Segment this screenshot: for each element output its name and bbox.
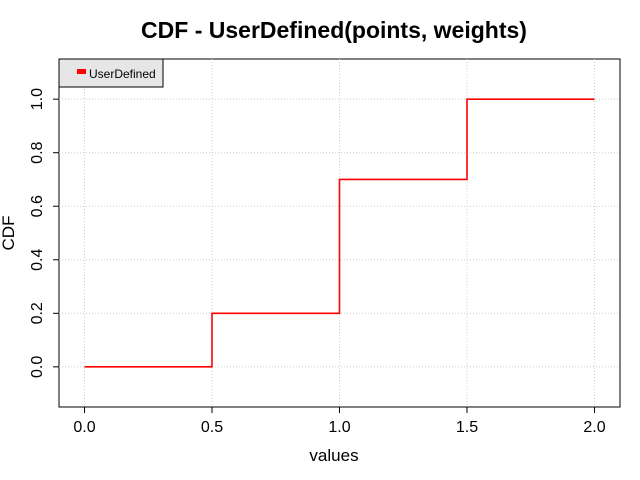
y-tick-label: 0.8 [29, 141, 46, 163]
legend-label: UserDefined [89, 67, 156, 81]
y-tick-label: 0.6 [29, 195, 46, 217]
x-axis: 0.0 0.5 1.0 1.5 2.0 [73, 407, 606, 436]
legend-box [58, 58, 164, 88]
x-tick-label: 1.5 [456, 419, 478, 436]
x-axis-label: values [309, 446, 358, 465]
x-tick-label: 0.5 [201, 419, 223, 436]
y-axis: 0.0 0.2 0.4 0.6 0.8 1.0 [29, 88, 59, 378]
x-tick-label: 1.0 [328, 419, 350, 436]
x-tick-label: 0.0 [73, 419, 95, 436]
y-tick-label: 0.0 [29, 356, 46, 378]
x-tick-label: 2.0 [583, 419, 605, 436]
legend-swatch [77, 69, 86, 74]
series-line-UserDefined [84, 98, 595, 368]
chart-title: CDF - UserDefined(points, weights) [141, 17, 527, 43]
series-layer [84, 98, 595, 368]
y-tick-label: 0.2 [29, 302, 46, 324]
y-axis-label: CDF [0, 216, 18, 251]
y-tick-label: 1.0 [29, 88, 46, 110]
legend: UserDefined [58, 58, 164, 88]
y-tick-label: 0.4 [29, 249, 46, 271]
